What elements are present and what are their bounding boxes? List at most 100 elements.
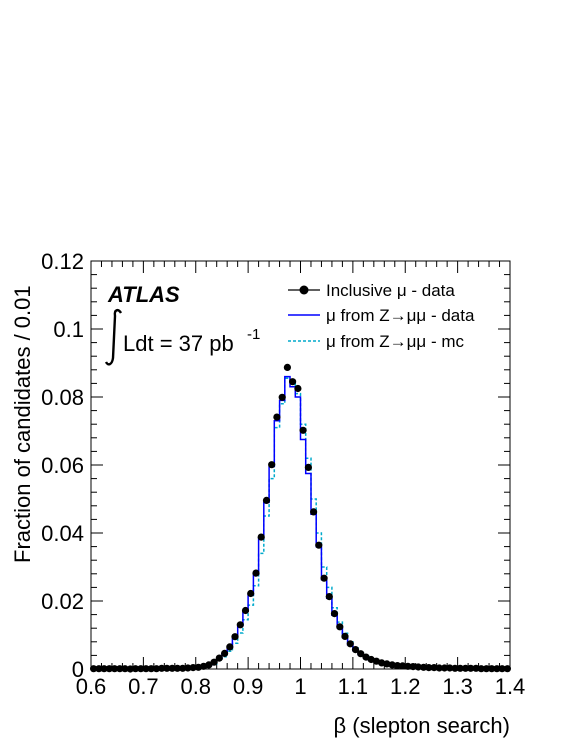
data-point	[357, 650, 365, 658]
data-point	[467, 664, 475, 672]
y-axis-title: Fraction of candidates / 0.01	[10, 285, 35, 563]
data-point	[226, 643, 234, 651]
luminosity-label: Ldt = 37 pb	[123, 331, 234, 356]
data-point	[310, 508, 318, 516]
data-point	[126, 665, 134, 673]
data-point	[472, 664, 480, 672]
data-point	[210, 658, 218, 666]
data-point	[158, 664, 166, 672]
data-point	[152, 665, 161, 673]
data-point	[425, 664, 433, 672]
data-point	[236, 621, 244, 629]
data-point	[482, 665, 490, 673]
atlas-label: ATLAS	[107, 282, 180, 307]
data-point	[163, 664, 171, 672]
data-point	[488, 665, 496, 673]
data-point	[121, 665, 129, 673]
data-point	[147, 665, 155, 673]
data-point	[446, 664, 454, 672]
x-tick-label: 0.8	[180, 674, 211, 699]
data-point	[409, 663, 417, 671]
legend: Inclusive μ - data μ from Z→μμ - data μ …	[288, 281, 475, 351]
x-tick-label: 1.3	[442, 674, 473, 699]
x-tick-label: 1.2	[390, 674, 421, 699]
data-point	[137, 665, 145, 673]
x-tick-label: 0.9	[233, 674, 264, 699]
legend-label-z-mc: μ from Z→μμ - mc	[326, 332, 464, 351]
data-point	[420, 663, 428, 671]
data-point	[304, 463, 312, 471]
data-point	[95, 665, 103, 673]
data-point	[451, 664, 459, 672]
data-point	[294, 384, 302, 393]
data-point	[325, 593, 333, 601]
data-point	[278, 393, 286, 401]
markers-layer	[90, 363, 511, 673]
data-point	[105, 665, 113, 673]
data-point	[221, 649, 229, 658]
data-point	[173, 664, 181, 672]
data-point	[351, 646, 360, 654]
data-point	[268, 461, 276, 469]
data-point	[435, 664, 443, 672]
legend-label-z-data: μ from Z→μμ - data	[326, 306, 475, 325]
data-point	[179, 664, 187, 672]
data-point	[493, 665, 501, 673]
data-point	[503, 665, 511, 673]
series-z-data-line	[91, 375, 510, 670]
y-tick-label: 0.12	[41, 249, 84, 274]
y-tick-label: 0.02	[41, 589, 84, 614]
data-point	[247, 589, 255, 598]
y-tick-label: 0.08	[41, 385, 84, 410]
data-point	[336, 623, 344, 631]
x-tick-label: 0.7	[128, 674, 159, 699]
data-point	[315, 541, 323, 549]
data-point	[330, 610, 339, 618]
legend-marker-inclusive	[299, 285, 309, 295]
data-point	[341, 632, 349, 641]
x-tick-label: 1.1	[338, 674, 369, 699]
tick-labels: 0.6 0.7 0.8 0.9 1 1.1 1.2 1.3 1.4 0 0.02 0.04 0.06 0.…	[41, 249, 525, 699]
data-point	[461, 664, 470, 672]
data-point	[430, 664, 438, 672]
x-axis-title: β (slepton search)	[333, 713, 510, 738]
integral-sign	[104, 308, 123, 366]
data-point	[273, 413, 281, 421]
data-point	[131, 665, 140, 673]
data-point	[456, 664, 464, 672]
x-tick-label: 0.6	[76, 674, 107, 699]
y-tick-label: 0.04	[41, 521, 84, 546]
data-point	[299, 426, 307, 434]
luminosity-exponent: -1	[247, 326, 260, 343]
data-point	[189, 664, 197, 672]
data-point	[142, 665, 150, 673]
series-layer	[91, 375, 510, 670]
data-point	[498, 665, 506, 673]
data-point	[320, 574, 328, 582]
y-tick-label: 0.1	[53, 317, 84, 342]
y-tick-label: 0.06	[41, 453, 84, 478]
data-point	[404, 662, 412, 670]
data-point	[289, 378, 297, 386]
data-point	[440, 664, 449, 672]
data-point	[262, 496, 271, 504]
data-point	[111, 665, 119, 673]
data-point	[215, 654, 223, 662]
data-point	[346, 640, 354, 648]
data-point	[252, 569, 260, 577]
data-point	[205, 661, 213, 669]
data-point	[231, 633, 239, 641]
legend-label-inclusive: Inclusive μ - data	[326, 281, 455, 300]
data-point	[414, 663, 422, 671]
data-point	[116, 665, 124, 673]
data-point	[393, 662, 401, 670]
data-point	[241, 606, 250, 615]
data-point	[399, 662, 407, 670]
data-point	[184, 664, 192, 672]
data-point	[477, 665, 485, 673]
data-point	[90, 665, 98, 673]
data-point	[257, 533, 265, 541]
data-point	[100, 665, 108, 673]
y-tick-label: 0	[72, 657, 84, 682]
